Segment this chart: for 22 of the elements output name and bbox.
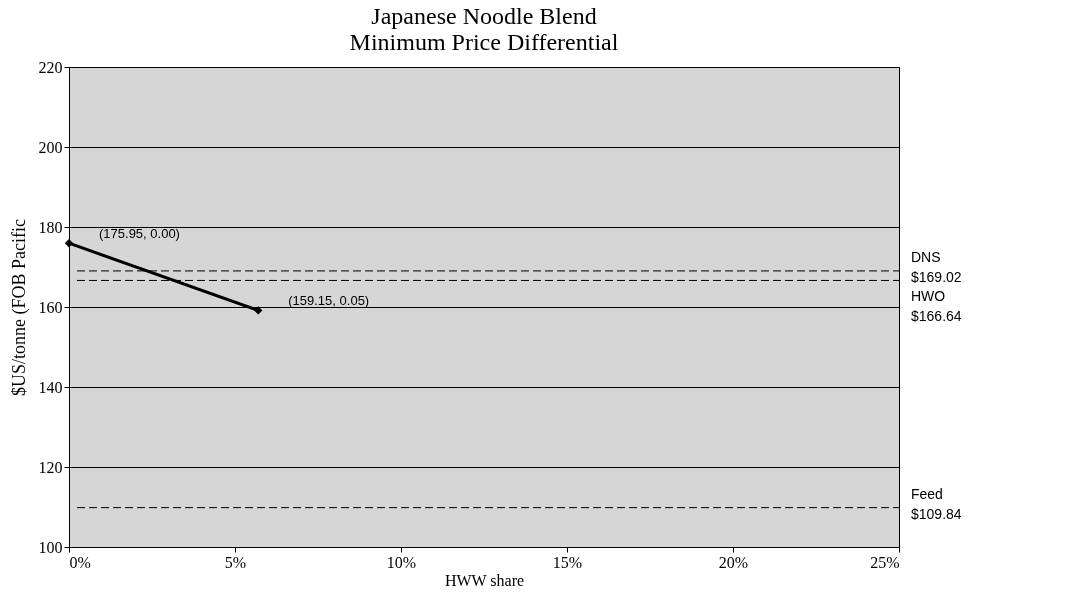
y-tick-label: 160 [38,298,63,316]
ref-line-label: Feed $109.84 [911,485,962,522]
x-tick-label: 20% [718,553,749,571]
annotation: (175.95, 0.00) [99,226,180,242]
y-tick-label: 100 [38,538,63,556]
x-tick-label: 25% [870,553,900,571]
text: Japanese Noodle Blend [371,3,597,29]
y-tick-label: 220 [38,58,63,76]
y-tick-label: 120 [38,458,63,476]
y-tick-label: 200 [38,138,63,156]
y-tick-label: 180 [38,218,63,236]
y-axis-title: $US/tonne (FOB Pacific [8,219,30,396]
x-tick-label: 15% [552,553,583,571]
y-tick-label: 140 [38,378,63,396]
x-tick-label: 5% [224,553,247,571]
x-tick-label: 0% [69,553,91,571]
x-tick-label: 10% [386,553,417,571]
ref-line-label: DNS $169.02 [911,248,962,285]
text: Minimum Price Differential [349,29,619,55]
x-axis-title: HWW share [444,571,525,589]
annotation: (159.15, 0.05) [288,293,370,309]
ref-line-label: HWO $166.64 [911,288,962,325]
